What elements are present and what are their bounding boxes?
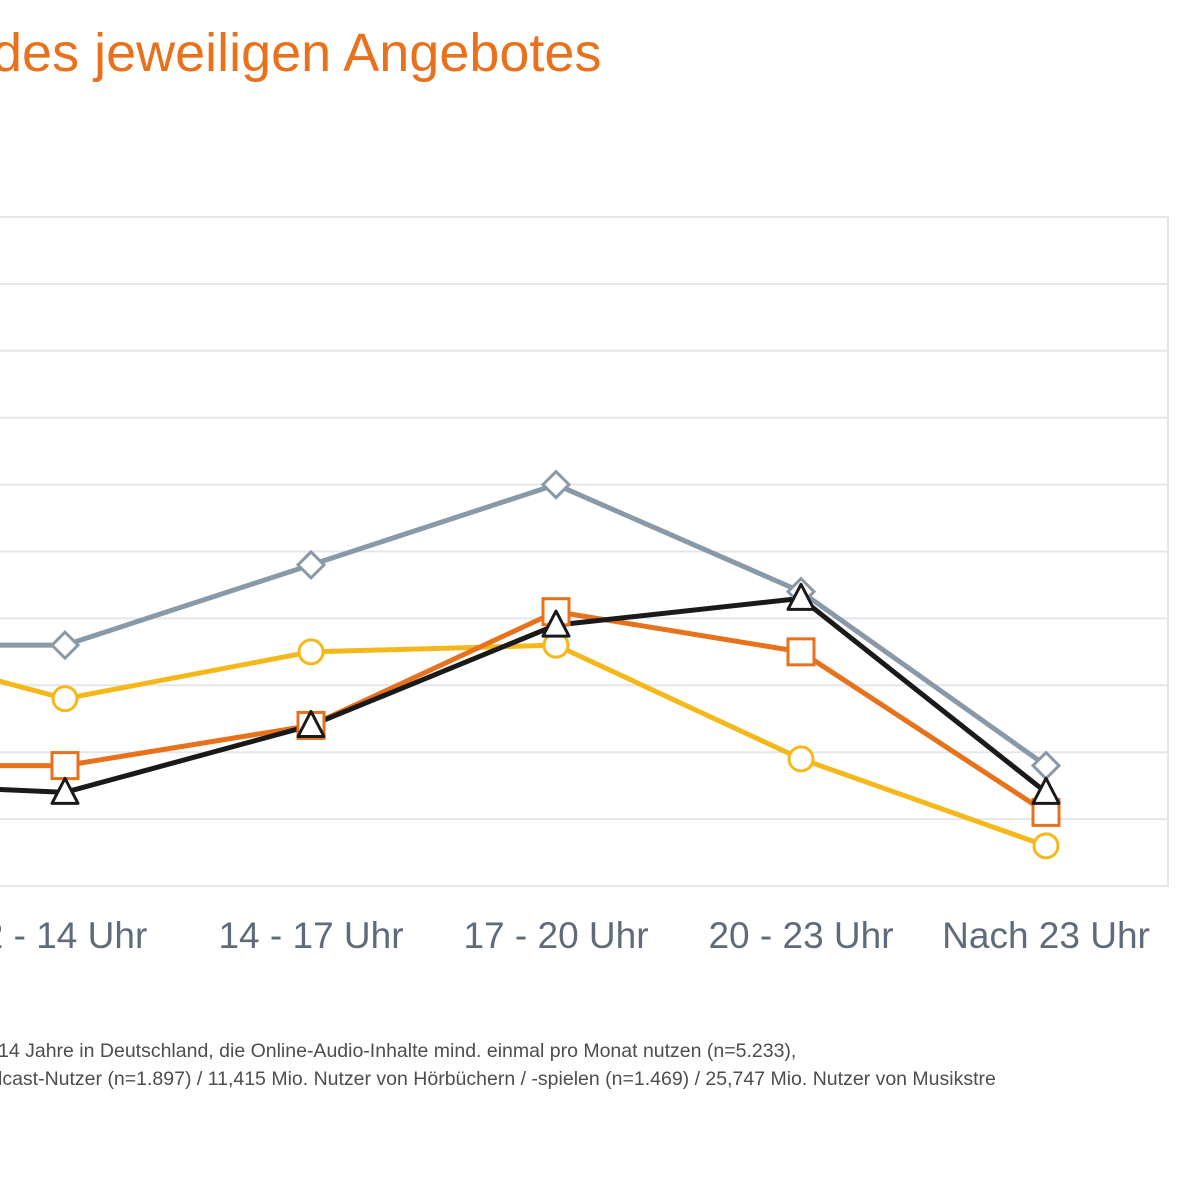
footnote-line-2: lcast-Nutzer (n=1.897) / 11,415 Mio. Nut… — [0, 1068, 996, 1090]
x-tick-label: 14 - 17 Uhr — [218, 915, 403, 956]
data-point-diamond — [49, 630, 81, 661]
data-point-triangle — [541, 609, 571, 638]
data-point-triangle — [50, 776, 80, 805]
data-point-circle — [51, 685, 79, 713]
series-line-circle — [0, 642, 1049, 849]
data-point-diamond — [295, 549, 327, 581]
line-chart: 2 - 14 Uhr 14 - 17 Uhr 17 - 20 Uhr 20 - 23 … — [0, 216, 1169, 956]
data-point-triangle — [786, 582, 816, 611]
x-tick-label: 20 - 23 Uhr — [708, 915, 893, 956]
series-line-triangle — [0, 595, 1049, 795]
data-point-square — [50, 751, 80, 781]
marker-layer — [49, 469, 1062, 860]
data-point-circle — [297, 638, 325, 666]
data-point-triangle — [296, 709, 326, 738]
footnote-line-1: 14 Jahre in Deutschland, die Online-Audi… — [0, 1040, 797, 1062]
chart-title: des jeweiligen Angebotes — [0, 23, 602, 83]
x-axis-tick-labels: 2 - 14 Uhr 14 - 17 Uhr 17 - 20 Uhr 20 - 23 … — [0, 915, 1150, 956]
data-point-triangle — [1031, 776, 1061, 805]
x-tick-label: 17 - 20 Uhr — [463, 915, 648, 956]
gridlines — [0, 216, 1169, 887]
series-layer — [0, 482, 1049, 849]
data-point-circle — [787, 745, 815, 773]
data-point-diamond — [540, 469, 572, 500]
data-point-circle — [1032, 832, 1060, 860]
x-tick-label: 2 - 14 Uhr — [0, 915, 147, 956]
series-line-square — [0, 609, 1049, 815]
x-tick-label: Nach 23 Uhr — [942, 915, 1150, 956]
data-point-square — [786, 637, 816, 667]
